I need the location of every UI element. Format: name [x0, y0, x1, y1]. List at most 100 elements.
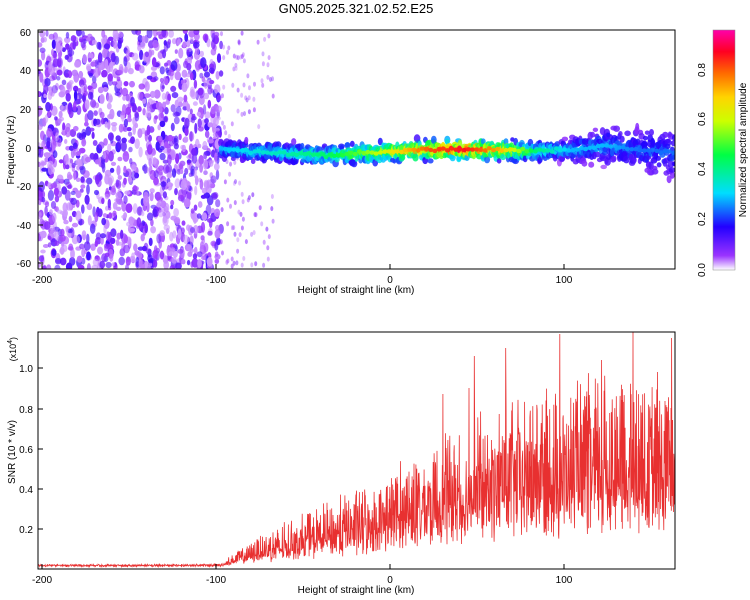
heatmap-cell — [38, 42, 43, 48]
x-tick-label: 0 — [387, 575, 393, 586]
heatmap-cell — [163, 224, 170, 231]
heatmap-cell — [148, 237, 153, 247]
heatmap-cell — [161, 30, 167, 38]
heatmap-cell — [223, 179, 227, 185]
heatmap-cell — [261, 51, 265, 57]
heatmap-cell — [116, 69, 123, 75]
heatmap-cell — [186, 259, 191, 266]
heatmap-cell — [121, 214, 127, 219]
heatmap-cell — [40, 190, 46, 199]
heatmap-cell — [232, 260, 236, 266]
heatmap-cell — [199, 72, 204, 79]
heatmap-cell — [239, 54, 243, 60]
heatmap-cell — [218, 70, 224, 77]
heatmap-cell — [161, 92, 166, 101]
heatmap-cell — [112, 39, 118, 49]
heatmap-cell — [59, 257, 67, 266]
heatmap-cell — [115, 206, 122, 211]
heatmap-cell — [235, 54, 239, 60]
heatmap-cell — [242, 82, 246, 88]
heatmap-cell — [61, 101, 68, 106]
heatmap-cell — [92, 140, 98, 146]
heatmap-cell — [444, 148, 450, 153]
heatmap-cell — [239, 148, 245, 153]
heatmap-cell — [183, 136, 189, 143]
heatmap-cell — [168, 251, 174, 257]
heatmap-cell — [131, 164, 137, 172]
heatmap-cell — [247, 195, 251, 201]
heatmap-cell — [134, 250, 140, 256]
heatmap-cell — [240, 111, 244, 117]
heatmap-cell — [70, 248, 75, 260]
spectrogram-y-ticks: 60 40 20 0 -20 -40 -60 — [17, 28, 43, 270]
heatmap-cell — [104, 243, 110, 249]
heatmap-cell — [236, 55, 240, 61]
heatmap-cell — [261, 61, 265, 67]
heatmap-cell — [65, 146, 71, 151]
heatmap-cell — [105, 261, 112, 269]
heatmap-cell — [138, 222, 144, 232]
heatmap-cell — [220, 207, 224, 213]
heatmap-cell — [244, 239, 248, 245]
heatmap-cell — [269, 151, 274, 156]
heatmap-cell — [75, 190, 82, 199]
y-tick-label: -20 — [17, 182, 32, 193]
heatmap-cell — [60, 246, 65, 255]
heatmap-cell — [97, 246, 103, 255]
heatmap-cell — [174, 178, 181, 189]
heatmap-cell — [252, 149, 258, 154]
heatmap-cell — [240, 92, 244, 98]
heatmap-cell — [230, 225, 234, 231]
heatmap-cell — [656, 162, 662, 168]
heatmap-cell — [599, 143, 605, 148]
heatmap-cell — [277, 150, 283, 155]
heatmap-cell — [263, 36, 267, 42]
heatmap-cell — [163, 202, 170, 213]
heatmap-cell — [270, 206, 274, 212]
heatmap-cell — [155, 141, 160, 151]
x-tick-label: 100 — [556, 275, 573, 286]
heatmap-cell — [226, 221, 230, 227]
heatmap-cell — [197, 126, 204, 132]
heatmap-cell — [644, 130, 650, 135]
heatmap-cell — [238, 180, 242, 186]
heatmap-cell — [270, 194, 274, 199]
heatmap-cell — [214, 229, 221, 239]
heatmap-cell — [69, 158, 74, 164]
heatmap-cell — [242, 256, 246, 261]
heatmap-cell — [149, 164, 153, 175]
heatmap-cell — [140, 210, 145, 217]
heatmap-cell — [87, 57, 92, 63]
heatmap-cell — [116, 76, 121, 82]
heatmap-cell — [67, 174, 73, 180]
heatmap-cell — [203, 71, 211, 78]
heatmap-cell — [153, 76, 159, 81]
heatmap-cell — [449, 146, 455, 151]
heatmap-cell — [56, 174, 64, 182]
heatmap-cell — [172, 111, 180, 118]
heatmap-cell — [244, 136, 249, 144]
heatmap-cell — [528, 148, 534, 153]
heatmap-cell — [271, 218, 275, 224]
heatmap-cell — [315, 152, 321, 157]
heatmap-cell — [152, 30, 158, 38]
heatmap-cell — [478, 147, 484, 152]
heatmap-cell — [124, 190, 131, 195]
heatmap-cell — [222, 146, 228, 152]
heatmap-cell — [671, 154, 675, 160]
heatmap-cell — [159, 250, 165, 260]
heatmap-cell — [285, 152, 291, 158]
heatmap-cell — [104, 121, 109, 128]
heatmap-cell — [152, 259, 158, 268]
heatmap-cell — [232, 180, 236, 186]
colorbar-label: Normalized spectral amplitude — [738, 82, 749, 217]
heatmap-cell — [87, 110, 94, 121]
heatmap-cell — [54, 195, 60, 203]
heatmap-cell — [80, 84, 85, 94]
heatmap-cell — [141, 35, 146, 43]
heatmap-cell — [140, 233, 145, 242]
heatmap-cell — [81, 128, 87, 140]
heatmap-cell — [91, 131, 95, 139]
heatmap-cell — [629, 147, 635, 152]
heatmap-cell — [214, 258, 220, 264]
